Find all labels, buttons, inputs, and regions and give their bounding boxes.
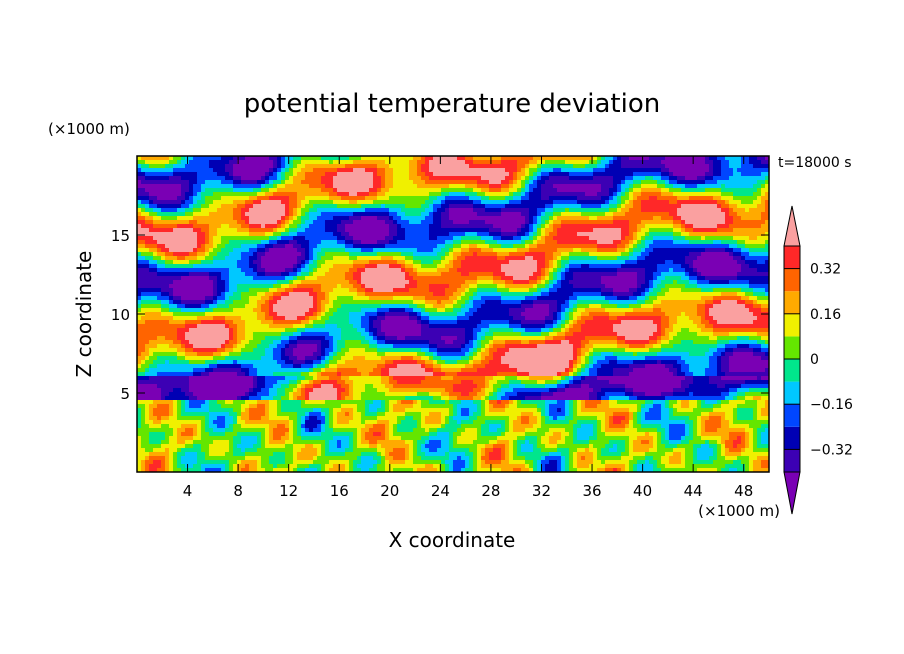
- x-axis-ticks: 4 8 12 16 20 24 28 32 36 40 44 48: [183, 156, 753, 500]
- x-tick-label: 8: [233, 482, 243, 500]
- chart-title: potential temperature deviation: [244, 89, 660, 119]
- x-tick-label: 36: [582, 482, 601, 500]
- x-tick-label: 32: [532, 482, 551, 500]
- y-tick-label: 10: [111, 306, 130, 324]
- colorbar-label: 0.16: [810, 307, 841, 323]
- x-tick-label: 40: [633, 482, 652, 500]
- x-axis-label: X coordinate: [389, 528, 516, 552]
- colorbar-band: [784, 313, 800, 337]
- colorbar-label: 0.32: [810, 262, 841, 278]
- x-tick-label: 4: [183, 482, 193, 500]
- colorbar-band: [784, 426, 800, 450]
- x-axis-unit: (×1000 m): [698, 502, 780, 520]
- colorbar-band: [784, 449, 800, 472]
- colorbar-band: [784, 381, 800, 405]
- time-label: t=18000 s: [778, 155, 852, 171]
- colorbar-band: [784, 336, 800, 359]
- colorbar: 0.32 0.16 0 −0.16 −0.32: [783, 205, 853, 515]
- y-axis-ticks: 5 10 15: [111, 227, 769, 403]
- colorbar-top-arrow: [783, 205, 801, 247]
- colorbar-label: −0.16: [810, 397, 853, 413]
- x-tick-label: 24: [431, 482, 450, 500]
- x-tick-label: 28: [481, 482, 500, 500]
- colorbar-band: [784, 359, 800, 382]
- colorbar-band: [784, 246, 800, 269]
- y-tick-label: 15: [111, 227, 130, 245]
- colorbar-band: [784, 268, 800, 292]
- colorbar-bottom-arrow: [783, 471, 801, 515]
- x-tick-label: 44: [684, 482, 703, 500]
- contour-field: [137, 156, 769, 472]
- y-axis-unit: (×1000 m): [48, 120, 130, 138]
- colorbar-band: [784, 291, 800, 314]
- y-axis-label: Z coordinate: [72, 251, 96, 378]
- x-tick-label: 48: [734, 482, 753, 500]
- colorbar-label: 0: [810, 352, 819, 368]
- x-tick-label: 16: [330, 482, 349, 500]
- colorbar-band: [784, 404, 800, 427]
- x-tick-label: 12: [279, 482, 298, 500]
- y-tick-label: 5: [120, 385, 130, 403]
- colorbar-label: −0.32: [810, 442, 853, 458]
- x-tick-label: 20: [380, 482, 399, 500]
